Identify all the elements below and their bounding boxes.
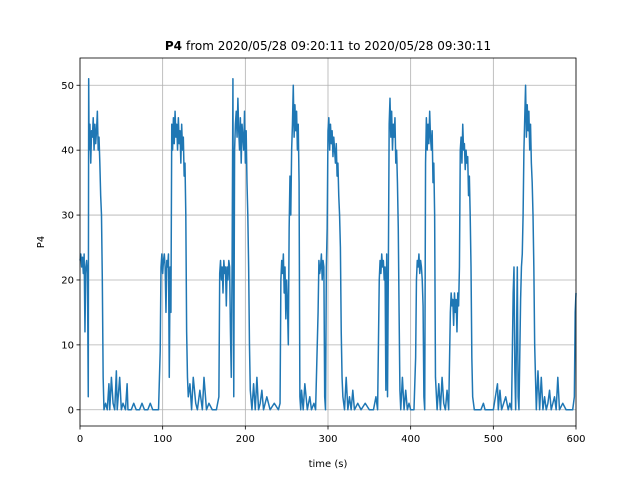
- title-bold: P4: [165, 39, 182, 53]
- x-tick-label: 600: [566, 434, 585, 445]
- x-tick-label: 200: [236, 434, 255, 445]
- y-tick-label: 20: [61, 275, 74, 286]
- x-tick-label: 0: [77, 434, 83, 445]
- y-tick-label: 0: [68, 405, 74, 416]
- y-tick-label: 10: [61, 340, 74, 351]
- x-tick-label: 500: [484, 434, 503, 445]
- x-tick-label: 100: [153, 434, 172, 445]
- data-line: [79, 78, 577, 411]
- title-text: from 2020/05/28 09:20:11 to 2020/05/28 0…: [186, 39, 491, 53]
- y-tick-label: 30: [61, 211, 74, 222]
- plot: [79, 78, 577, 411]
- x-axis-label: time (s): [309, 459, 348, 470]
- chart-title: P4 from 2020/05/28 09:20:11 to 2020/05/28…: [165, 39, 491, 53]
- y-axis-label: P4: [36, 236, 47, 248]
- x-tick-label: 300: [318, 434, 337, 445]
- y-tick-label: 40: [61, 146, 74, 157]
- x-tick-label: 400: [401, 434, 420, 445]
- y-tick-label: 50: [61, 81, 74, 92]
